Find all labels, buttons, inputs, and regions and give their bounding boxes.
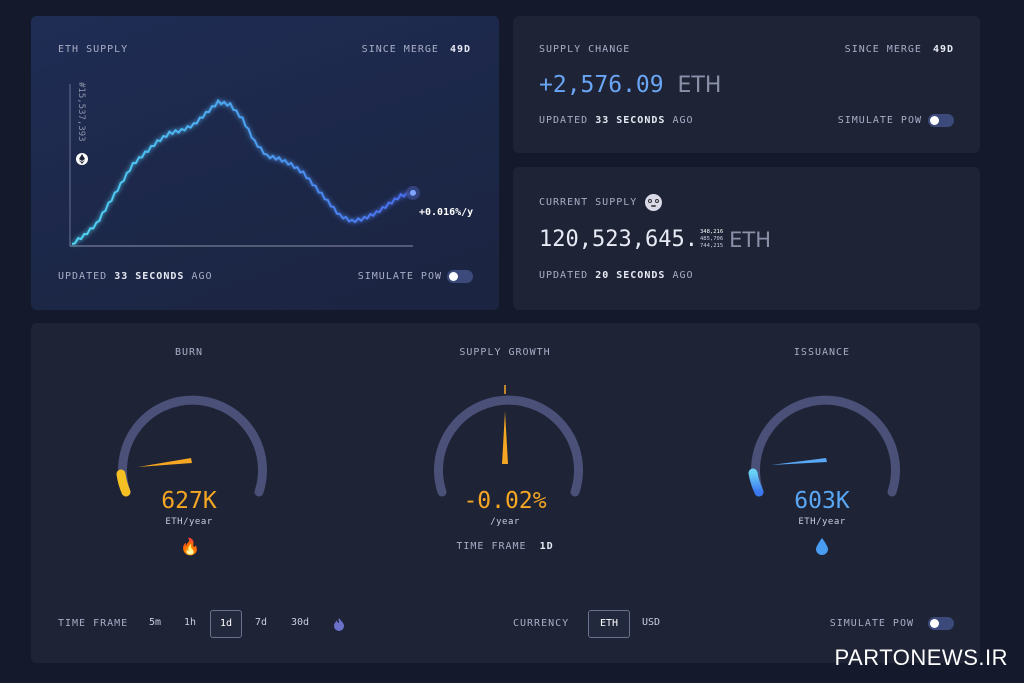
supply-growth-timeframe: TIME FRAME 1d — [425, 541, 585, 552]
timeframe-1d-button[interactable]: 1d — [210, 610, 242, 638]
simulate-pow-label: SIMULATE PoW — [829, 618, 914, 629]
supply-growth-unit: /year — [490, 517, 520, 527]
simulate-pow-label: SIMULATE PoW — [357, 271, 442, 282]
currency-label: CURRENCY — [513, 618, 570, 629]
fire-icon: 🔥 — [180, 537, 200, 556]
eth-supply-updated: UPDATED 33 SECONDS AGO — [58, 271, 213, 282]
supply-growth-title: SUPPLY GROWTH — [459, 347, 551, 358]
burn-gauge — [116, 395, 267, 497]
current-point-dot — [410, 189, 416, 196]
updated-value: 33 SECONDS — [595, 115, 666, 126]
issuance-gauge — [748, 395, 900, 497]
current-supply-header: CURRENT SUPPLY — [539, 194, 663, 211]
decimals-line-3: 744,215 — [699, 243, 724, 249]
timeframe-30d-button[interactable]: 30d — [290, 617, 310, 628]
droplet-icon — [816, 538, 828, 555]
supply-change-value-row: +2,576.09 ETH — [539, 72, 721, 98]
updated-value: 20 SECONDS — [595, 270, 666, 281]
current-supply-value-row: 120,523,645. 348,216 485,706 744,215 ETH — [539, 227, 771, 252]
timeframe-label: TIME FRAME — [58, 618, 129, 629]
issuance-needle — [771, 458, 827, 465]
supply-line — [71, 98, 414, 245]
simulate-pow-label: SIMULATE PoW — [837, 115, 922, 126]
issuance-value: 603K — [794, 488, 850, 514]
issuance-title: ISSUANCE — [793, 347, 851, 358]
supply-change-title: SUPPLY CHANGE — [539, 44, 631, 55]
supply-rate-label: +0.016%/y — [419, 207, 474, 218]
supply-change-since-merge: SINCE MERGE 49d — [845, 44, 954, 55]
issuance-unit: ETH/year — [798, 517, 846, 527]
timeframe-value: 1d — [539, 541, 554, 552]
block-number-label: #15,537,393 — [76, 82, 86, 142]
current-supply-decimals: 348,216 485,706 744,215 — [700, 229, 723, 250]
updated-suffix: AGO — [191, 271, 213, 282]
burn-title: BURN — [174, 347, 204, 358]
nerd-face-icon — [645, 194, 663, 211]
current-supply-unit: ETH — [729, 227, 772, 252]
gauges-card: BURN 627K ETH/year 🔥 SUPPLY GROWTH -0.02… — [31, 323, 980, 663]
timeframe-5m-button[interactable]: 5m — [148, 617, 162, 628]
supply-change-unit: ETH — [677, 73, 722, 98]
simulate-pow-toggle[interactable] — [447, 270, 473, 283]
supply-change-updated: UPDATED 33 SECONDS AGO — [539, 115, 694, 126]
watermark: PARTONEWS.IR — [834, 645, 1008, 670]
since-merge-label: SINCE MERGE — [844, 44, 922, 55]
since-merge: SINCE MERGE 49d — [362, 44, 471, 55]
supply-change-card: SUPPLY CHANGE SINCE MERGE 49d +2,576.09 … — [513, 16, 980, 153]
burn-value: 627K — [161, 488, 217, 514]
simulate-pow-toggle[interactable] — [928, 617, 954, 630]
updated-suffix: AGO — [672, 270, 694, 281]
updated-prefix: UPDATED — [58, 271, 108, 282]
supply-growth-gauge — [434, 385, 583, 497]
current-supply-card: CURRENT SUPPLY 120,523,645. 348,216 485,… — [513, 167, 980, 310]
eth-supply-chart: #15,537,393 — [69, 82, 420, 247]
supply-growth-needle — [502, 411, 508, 464]
currency-eth-button[interactable]: ETH — [588, 610, 630, 638]
timeframe-label: TIME FRAME — [456, 541, 527, 552]
supply-change-value: +2,576.09 — [539, 72, 664, 98]
since-merge-value: 49d — [449, 44, 471, 55]
ultrasound-icon[interactable] — [333, 617, 345, 631]
supply-growth-value: -0.02% — [463, 488, 547, 514]
burn-needle — [138, 458, 192, 467]
updated-suffix: AGO — [672, 115, 694, 126]
since-merge-value: 49d — [932, 44, 954, 55]
timeframe-1h-button[interactable]: 1h — [183, 617, 197, 628]
timeframe-7d-button[interactable]: 7d — [254, 617, 268, 628]
since-merge-label: SINCE MERGE — [361, 44, 439, 55]
current-supply-title: CURRENT SUPPLY — [539, 197, 638, 208]
eth-supply-title: ETH SUPPLY — [58, 44, 129, 55]
updated-prefix: UPDATED — [539, 115, 589, 126]
eth-supply-card: ETH SUPPLY SINCE MERGE 49d #15,537,393 +… — [31, 16, 499, 310]
simulate-pow-toggle[interactable] — [928, 114, 954, 127]
decimals-line-1: 348,216 — [699, 229, 724, 235]
updated-prefix: UPDATED — [539, 270, 589, 281]
burn-unit: ETH/year — [165, 517, 213, 527]
currency-usd-button[interactable]: USD — [641, 617, 661, 628]
decimals-line-2: 485,706 — [699, 236, 724, 242]
current-supply-updated: UPDATED 20 SECONDS AGO — [539, 270, 694, 281]
current-supply-value: 120,523,645. — [539, 227, 698, 252]
updated-value: 33 SECONDS — [114, 271, 185, 282]
